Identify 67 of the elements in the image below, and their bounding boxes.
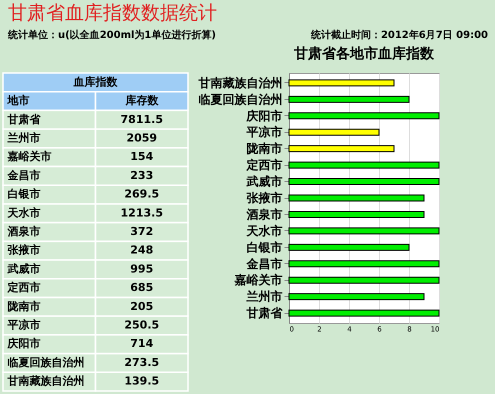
- category-label: 陇南市: [8, 300, 41, 313]
- category-label: 武威市: [6, 262, 41, 276]
- y-tick-label: 白银市: [246, 240, 282, 254]
- data-label: 205: [130, 300, 154, 313]
- y-tick-label: 庆阳市: [246, 108, 282, 123]
- bar: [288, 128, 380, 136]
- data-label: 372: [130, 225, 154, 238]
- y-tick-label: 甘南藏族自治州: [198, 76, 282, 90]
- data-label: 269.5: [124, 188, 160, 201]
- y-tick-label: 酒泉市: [246, 207, 282, 222]
- category-label: 庆阳市: [6, 337, 41, 350]
- bar: [288, 162, 440, 169]
- data-label: 685: [130, 281, 154, 294]
- data-label: 273.5: [124, 356, 160, 369]
- category-label: 嘉峪关市: [8, 150, 52, 164]
- category-label: 兰州市: [6, 131, 41, 144]
- text: 统计单位：u(以全血200ml为1单位进行折算): [7, 29, 216, 41]
- bar: [288, 244, 410, 251]
- bar: [288, 178, 440, 186]
- bar: [288, 194, 424, 202]
- data-label: 714: [130, 337, 154, 350]
- data-label: 7811.5: [120, 112, 163, 126]
- y-tick-label: 兰州市: [246, 290, 282, 304]
- category-label: 定西市: [6, 281, 41, 294]
- y-tick-label: 陇南市: [246, 142, 282, 156]
- bar: [288, 112, 440, 120]
- y-tick-label: 张掖市: [246, 191, 282, 205]
- bar: [288, 210, 424, 218]
- data-label: 139.5: [124, 374, 160, 388]
- y-tick-label: 嘉峪关市: [234, 273, 282, 288]
- data-label: 1213.5: [120, 206, 163, 220]
- data-label: 233: [130, 168, 154, 182]
- category-label: 临夏回族自治州: [8, 356, 85, 369]
- category-label: 平凉市: [6, 318, 41, 332]
- text: 库存数: [124, 94, 160, 108]
- bar: [288, 293, 424, 300]
- y-tick-label: 甘肃省: [246, 306, 284, 320]
- text: 统计截止时间：2012年6月7日 09:00: [310, 29, 488, 41]
- data-label: 995: [130, 262, 154, 276]
- bar: [288, 79, 394, 86]
- text: 血库指数: [72, 75, 118, 88]
- y-tick-label: 金昌市: [246, 256, 282, 271]
- y-tick-label: 天水市: [246, 224, 282, 238]
- category-label: 酒泉市: [6, 225, 41, 238]
- category-label: 金昌市: [6, 168, 41, 182]
- text: 地市: [6, 94, 30, 108]
- y-tick-label: 武威市: [246, 174, 282, 189]
- category-label: 张掖市: [8, 244, 41, 257]
- data-label: 2059: [126, 131, 158, 144]
- data-label: 250.5: [124, 318, 160, 332]
- bar: [288, 276, 440, 284]
- y-tick-label: 临夏回族自治州: [198, 92, 282, 106]
- data-label: 248: [130, 244, 154, 257]
- bar: [288, 260, 440, 268]
- category-label: 白银市: [8, 188, 41, 201]
- data-label: 154: [130, 150, 154, 164]
- y-tick-label: 定西市: [246, 158, 282, 172]
- category-label: 甘肃省: [6, 112, 42, 126]
- bar: [288, 145, 394, 152]
- chart-title: 甘肃省各地市血库指数: [293, 45, 435, 62]
- text: 甘肃省血库指数数据统计: [8, 2, 217, 24]
- y-tick-label: 平凉市: [246, 125, 282, 140]
- category-label: 天水市: [6, 206, 41, 220]
- bar: [288, 310, 440, 317]
- bar: [288, 227, 440, 234]
- bar: [288, 96, 410, 103]
- category-label: 甘南藏族自治州: [6, 374, 85, 388]
